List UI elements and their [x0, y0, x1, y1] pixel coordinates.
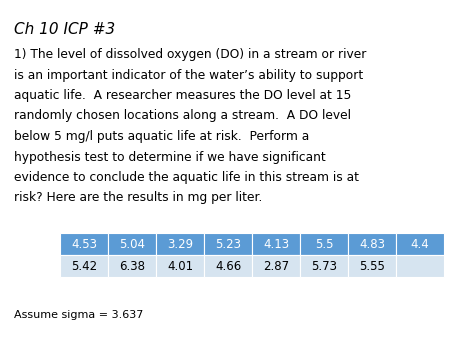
- Text: 4.66: 4.66: [215, 260, 241, 272]
- Text: 4.53: 4.53: [71, 238, 97, 250]
- Text: 4.83: 4.83: [359, 238, 385, 250]
- Text: hypothesis test to determine if we have significant: hypothesis test to determine if we have …: [14, 150, 326, 164]
- Text: risk? Here are the results in mg per liter.: risk? Here are the results in mg per lit…: [14, 192, 262, 204]
- Text: aquatic life.  A researcher measures the DO level at 15: aquatic life. A researcher measures the …: [14, 89, 351, 102]
- Bar: [204, 255, 252, 277]
- Text: below 5 mg/l puts aquatic life at risk.  Perform a: below 5 mg/l puts aquatic life at risk. …: [14, 130, 309, 143]
- Bar: [108, 255, 156, 277]
- Text: 6.38: 6.38: [119, 260, 145, 272]
- Text: 4.13: 4.13: [263, 238, 289, 250]
- Bar: [300, 255, 348, 277]
- Bar: [156, 255, 204, 277]
- Bar: [396, 233, 444, 255]
- Text: 5.42: 5.42: [71, 260, 97, 272]
- Bar: [108, 233, 156, 255]
- Bar: [252, 233, 300, 255]
- Bar: [348, 233, 396, 255]
- Text: 2.87: 2.87: [263, 260, 289, 272]
- Bar: [348, 255, 396, 277]
- Bar: [60, 255, 108, 277]
- Bar: [156, 233, 204, 255]
- Text: 4.4: 4.4: [410, 238, 429, 250]
- Text: is an important indicator of the water’s ability to support: is an important indicator of the water’s…: [14, 69, 363, 81]
- Text: randomly chosen locations along a stream.  A DO level: randomly chosen locations along a stream…: [14, 110, 351, 122]
- Text: evidence to conclude the aquatic life in this stream is at: evidence to conclude the aquatic life in…: [14, 171, 359, 184]
- Text: 3.29: 3.29: [167, 238, 193, 250]
- Text: Assume sigma = 3.637: Assume sigma = 3.637: [14, 310, 144, 320]
- Text: 1) The level of dissolved oxygen (DO) in a stream or river: 1) The level of dissolved oxygen (DO) in…: [14, 48, 366, 61]
- Text: Ch 10 ICP #3: Ch 10 ICP #3: [14, 22, 115, 37]
- Bar: [300, 233, 348, 255]
- Bar: [252, 255, 300, 277]
- Text: 5.73: 5.73: [311, 260, 337, 272]
- Bar: [204, 233, 252, 255]
- Text: 5.04: 5.04: [119, 238, 145, 250]
- Text: 5.23: 5.23: [215, 238, 241, 250]
- Text: 5.5: 5.5: [315, 238, 333, 250]
- Bar: [60, 233, 108, 255]
- Bar: [396, 255, 444, 277]
- Text: 5.55: 5.55: [359, 260, 385, 272]
- Text: 4.01: 4.01: [167, 260, 193, 272]
